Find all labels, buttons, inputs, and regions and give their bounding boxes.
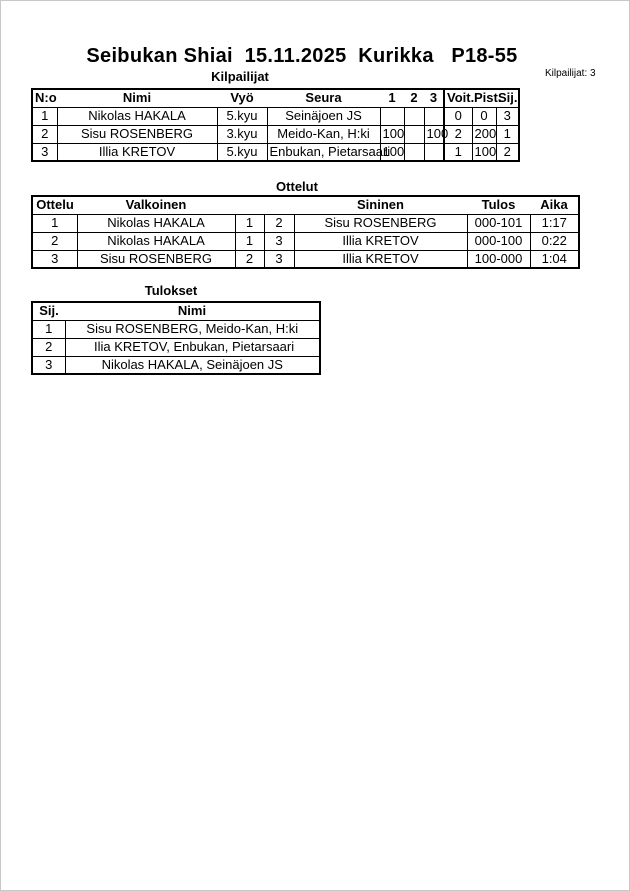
competitor-score-3: 100: [423, 124, 448, 144]
competitor-club: Meido-Kan, H:ki: [266, 124, 381, 144]
competitor-place: 3: [495, 106, 520, 126]
match-no: 3: [31, 249, 78, 269]
competitor-no: 2: [31, 124, 58, 144]
col-header-place: Sij.: [498, 90, 518, 106]
result-name: Ilia KRETOV, Enbukan, Pietarsaari: [64, 337, 321, 357]
competitor-count-label: Kilpailijat: 3: [545, 68, 596, 79]
col-header-club: Seura: [305, 90, 342, 106]
match-blue-name: Illia KRETOV: [293, 231, 468, 251]
match-white-name: Nikolas HAKALA: [76, 213, 236, 233]
competitors-table: N:o Nimi Vyö Seura 1 2 3 Voit. Pist. Sij…: [31, 88, 520, 162]
competitor-place: 1: [495, 124, 520, 144]
competitor-wins: 1: [443, 142, 473, 162]
match-blue-no: 3: [263, 249, 295, 269]
competitor-club: Enbukan, Pietarsaari: [266, 142, 390, 162]
matches-header-row: Ottelu Valkoinen Sininen Tulos Aika: [32, 196, 579, 214]
competitor-score-2: [403, 124, 425, 144]
match-result: 000-100: [466, 231, 531, 251]
match-blue-no: 3: [263, 231, 295, 251]
competitors-section-title: Kilpailijat: [211, 69, 269, 84]
match-white-no: 1: [234, 231, 265, 251]
competitor-score-3: [423, 142, 445, 162]
competitor-belt: 5.kyu: [216, 142, 268, 162]
match-blue-name: Sisu ROSENBERG: [293, 213, 468, 233]
results-section-title: Tulokset: [144, 283, 198, 298]
competitor-wins: 0: [443, 106, 473, 126]
competitor-score-1: 100: [379, 142, 405, 162]
col-header-place: Sij.: [39, 303, 59, 319]
match-white-no: 2: [234, 249, 265, 269]
competitor-points: 100: [471, 142, 497, 162]
col-header-name: Nimi: [122, 90, 152, 106]
col-header-r3: 3: [429, 90, 438, 106]
competitor-wins: 2: [443, 124, 473, 144]
col-header-r2: 2: [410, 90, 418, 106]
match-blue-no: 2: [263, 213, 295, 233]
match-white-no: 1: [234, 213, 265, 233]
result-place: 2: [31, 337, 66, 357]
competitor-place: 2: [495, 142, 520, 162]
col-header-r1: 1: [388, 90, 396, 106]
result-row: 3 Nikolas HAKALA, Seinäjoen JS: [31, 355, 321, 375]
col-header-match: Ottelu: [36, 197, 74, 213]
competitor-name: Illia KRETOV: [56, 142, 218, 162]
competitor-score-2: [403, 142, 425, 162]
match-time: 1:04: [529, 249, 580, 269]
col-header-white-no: [235, 196, 264, 214]
results-header-row: Sij. Nimi: [32, 302, 320, 320]
page-title: Seibukan Shiai 15.11.2025 Kurikka P18-55: [86, 45, 518, 67]
competitor-belt: 5.kyu: [216, 106, 268, 126]
match-time: 0:22: [529, 231, 580, 251]
col-header-time: Aika: [540, 197, 568, 213]
result-row: 2 Ilia KRETOV, Enbukan, Pietarsaari: [31, 337, 321, 357]
col-header-name: Nimi: [177, 303, 207, 319]
competitor-club: Seinäjoen JS: [266, 106, 381, 126]
competitor-points: 0: [471, 106, 497, 126]
col-header-points: Pist.: [474, 90, 502, 106]
match-white-name: Sisu ROSENBERG: [76, 249, 236, 269]
competitor-points: 200: [471, 124, 497, 144]
match-time: 1:17: [529, 213, 580, 233]
match-blue-name: Illia KRETOV: [293, 249, 468, 269]
col-header-blue: Sininen: [357, 197, 404, 213]
result-place: 1: [31, 319, 66, 339]
matches-section-title: Ottelut: [276, 179, 318, 194]
col-header-result: Tulos: [481, 197, 516, 213]
col-header-no: N:o: [35, 90, 57, 106]
match-result: 000-101: [466, 213, 531, 233]
result-name: Nikolas HAKALA, Seinäjoen JS: [64, 355, 321, 375]
competitor-score-3: [423, 106, 445, 126]
match-row: 2 Nikolas HAKALA 1 3 Illia KRETOV 000-10…: [31, 231, 580, 251]
competitor-score-2: [403, 106, 425, 126]
col-header-blue-no: [264, 196, 294, 214]
competitor-row: 2 Sisu ROSENBERG 3.kyu Meido-Kan, H:ki 1…: [31, 124, 520, 144]
match-result: 100-000: [466, 249, 531, 269]
competitor-row: 1 Nikolas HAKALA 5.kyu Seinäjoen JS 0 0 …: [31, 106, 520, 126]
competitor-score-1: 100: [379, 124, 405, 144]
competitor-no: 3: [31, 142, 58, 162]
result-name: Sisu ROSENBERG, Meido-Kan, H:ki: [64, 319, 321, 339]
match-row: 1 Nikolas HAKALA 1 2 Sisu ROSENBERG 000-…: [31, 213, 580, 233]
competitor-belt: 3.kyu: [216, 124, 268, 144]
col-header-wins: Voit.: [443, 89, 474, 107]
result-place: 3: [31, 355, 66, 375]
competitor-name: Sisu ROSENBERG: [56, 124, 218, 144]
result-row: 1 Sisu ROSENBERG, Meido-Kan, H:ki: [31, 319, 321, 339]
match-row: 3 Sisu ROSENBERG 2 3 Illia KRETOV 100-00…: [31, 249, 580, 269]
col-header-white: Valkoinen: [125, 197, 187, 213]
competitor-name: Nikolas HAKALA: [56, 106, 218, 126]
competitors-header-row: N:o Nimi Vyö Seura 1 2 3 Voit. Pist. Sij…: [32, 89, 519, 107]
match-no: 2: [31, 231, 78, 251]
col-header-belt: Vyö: [230, 90, 254, 106]
competitor-no: 1: [31, 106, 58, 126]
match-white-name: Nikolas HAKALA: [76, 231, 236, 251]
results-table: Sij. Nimi 1 Sisu ROSENBERG, Meido-Kan, H…: [31, 301, 321, 375]
match-no: 1: [31, 213, 78, 233]
competitor-row: 3 Illia KRETOV 5.kyu Enbukan, Pietarsaar…: [31, 142, 520, 162]
matches-table: Ottelu Valkoinen Sininen Tulos Aika 1 Ni…: [31, 195, 580, 269]
competitor-score-1: [379, 106, 405, 126]
